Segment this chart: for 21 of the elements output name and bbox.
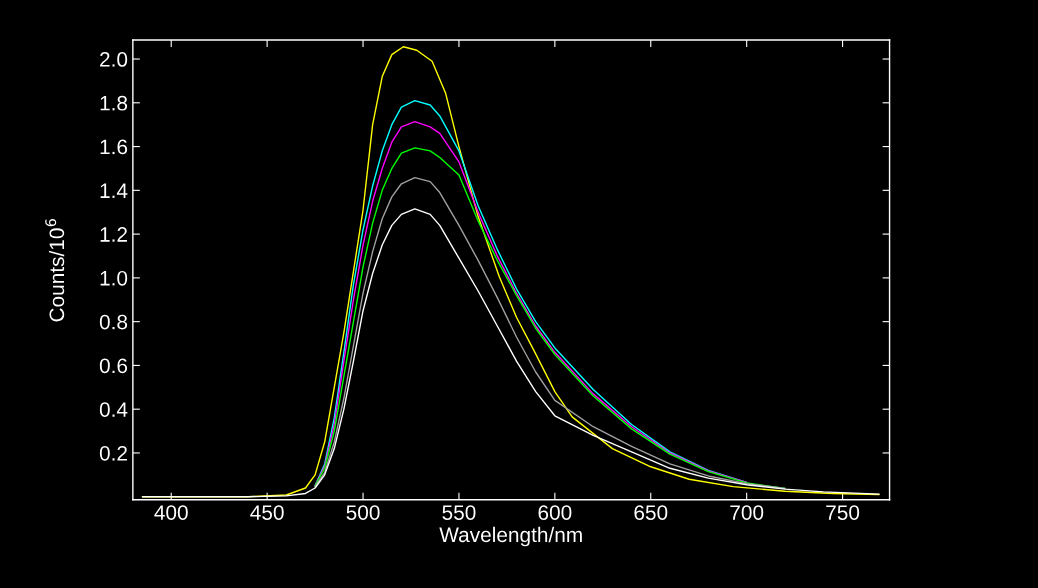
y-tick-label: 0.2 (99, 445, 127, 461)
x-tick-label: 600 (538, 505, 572, 520)
x-tick-label: 450 (250, 505, 284, 520)
y-tick-label: 1.6 (100, 139, 128, 155)
y-tick-label: 1.2 (100, 227, 127, 242)
x-tick-label: 700 (730, 505, 764, 520)
y-tick-label: 0.4 (99, 402, 128, 417)
x-tick-label: 550 (442, 505, 476, 520)
y-tick-label: 1.8 (100, 95, 128, 111)
x-tick-label: 750 (826, 505, 860, 520)
y-axis-title: Counts/10$^{6}$ (45, 218, 65, 322)
x-axis-title: Wavelength/nm (439, 526, 582, 547)
line-series (141, 208, 880, 498)
y-tick-label: 1.4 (100, 183, 128, 198)
y-tick-label: 0.8 (99, 314, 128, 330)
x-tick-label: 400 (154, 505, 188, 520)
y-tick-label: 0.6 (99, 358, 128, 374)
x-tick-label: 500 (346, 505, 380, 520)
x-tick-label: 650 (634, 505, 668, 520)
y-tick-label: 1.0 (100, 270, 128, 286)
y-tick-label: 2.0 (100, 52, 128, 67)
